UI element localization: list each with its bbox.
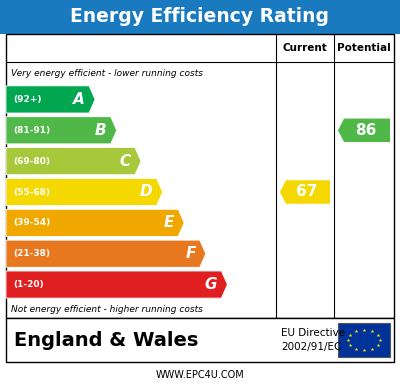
Bar xyxy=(338,323,390,357)
Text: (55-68): (55-68) xyxy=(13,187,50,196)
Polygon shape xyxy=(6,271,227,298)
Polygon shape xyxy=(6,240,206,267)
Text: Energy Efficiency Rating: Energy Efficiency Rating xyxy=(70,7,330,26)
Polygon shape xyxy=(6,209,184,236)
Text: B: B xyxy=(95,123,107,138)
Text: England & Wales: England & Wales xyxy=(14,331,198,350)
Text: (81-91): (81-91) xyxy=(13,126,50,135)
Bar xyxy=(0,0,400,34)
Text: (92+): (92+) xyxy=(13,95,42,104)
Polygon shape xyxy=(6,147,141,175)
Text: (1-20): (1-20) xyxy=(13,280,44,289)
Text: A: A xyxy=(73,92,85,107)
Text: 86: 86 xyxy=(355,123,377,138)
Text: (39-54): (39-54) xyxy=(13,218,50,227)
Polygon shape xyxy=(338,119,390,142)
Text: (21-38): (21-38) xyxy=(13,249,50,258)
Polygon shape xyxy=(6,178,162,206)
Text: F: F xyxy=(186,246,196,261)
Text: Current: Current xyxy=(283,43,327,53)
Text: (69-80): (69-80) xyxy=(13,157,50,166)
Bar xyxy=(6,318,394,362)
Text: WWW.EPC4U.COM: WWW.EPC4U.COM xyxy=(156,370,244,380)
Polygon shape xyxy=(6,117,117,144)
Text: C: C xyxy=(120,154,131,169)
Text: 67: 67 xyxy=(296,185,318,199)
Text: Not energy efficient - higher running costs: Not energy efficient - higher running co… xyxy=(11,305,203,314)
Text: E: E xyxy=(164,215,174,230)
Polygon shape xyxy=(6,86,95,113)
Text: D: D xyxy=(140,185,153,199)
Text: EU Directive
2002/91/EC: EU Directive 2002/91/EC xyxy=(281,328,345,352)
Bar xyxy=(6,34,394,318)
Polygon shape xyxy=(280,180,330,204)
Text: Potential: Potential xyxy=(337,43,391,53)
Text: G: G xyxy=(205,277,218,292)
Text: Very energy efficient - lower running costs: Very energy efficient - lower running co… xyxy=(11,69,203,78)
